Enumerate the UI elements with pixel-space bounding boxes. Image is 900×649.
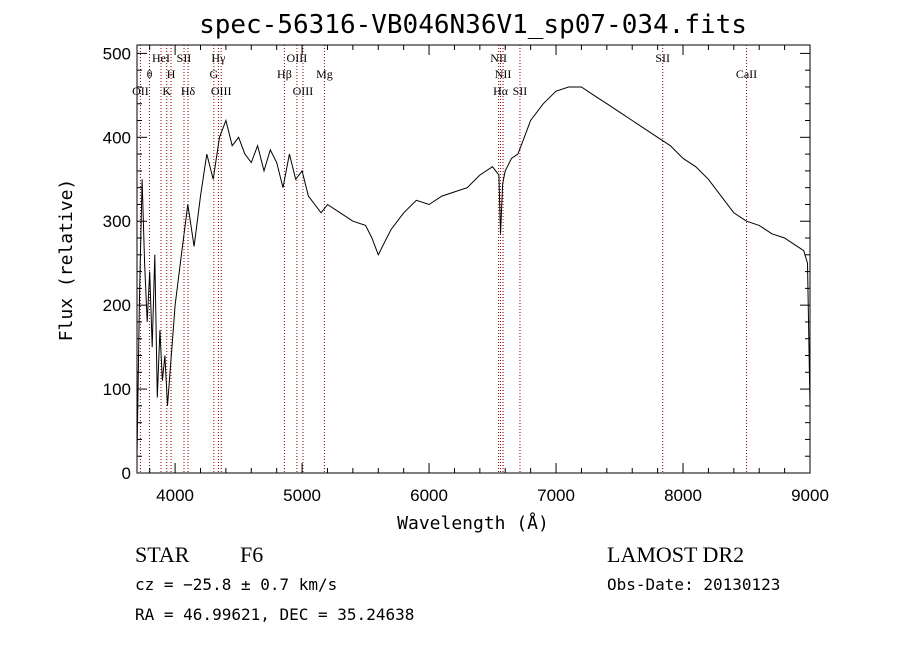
- y-tick-label: 100: [103, 380, 131, 399]
- y-tick-label: 400: [103, 128, 131, 147]
- y-tick-label: 300: [103, 212, 131, 231]
- line-marker-label: NII: [495, 67, 512, 81]
- object-subclass: F6: [240, 542, 263, 567]
- survey-name: LAMOST DR2: [607, 542, 744, 567]
- spectral-line-markers: [139, 45, 748, 473]
- line-marker-label: Hδ: [181, 84, 196, 98]
- redshift-text: cz = −25.8 ± 0.7 km/s: [135, 575, 337, 594]
- line-marker-label: OIII: [293, 84, 314, 98]
- line-marker-label: OIII: [287, 51, 308, 65]
- line-marker-label: CaII: [736, 67, 757, 81]
- line-marker-label: H: [167, 67, 176, 81]
- y-axis-label: Flux (relative): [56, 179, 77, 342]
- object-class: STAR: [135, 542, 190, 567]
- spectrum-line: [136, 86, 811, 457]
- x-tick-label: 5000: [283, 486, 321, 505]
- y-tick-label: 500: [103, 44, 131, 63]
- plot-frame: [136, 44, 811, 474]
- x-tick-label: 6000: [410, 486, 448, 505]
- x-tick-label: 9000: [791, 486, 829, 505]
- line-marker-label: K: [162, 84, 171, 98]
- line-marker-label: Mg: [316, 67, 333, 81]
- line-marker-label: θ: [147, 67, 153, 81]
- y-axis-ticks: 0 100 200 300 400 500: [103, 44, 810, 483]
- observation-date: Obs-Date: 20130123: [607, 575, 780, 594]
- coordinates-text: RA = 46.99621, DEC = 35.24638: [135, 605, 414, 624]
- line-marker-label: Hα: [493, 84, 509, 98]
- chart-title: spec-56316-VB046N36V1_sp07-034.fits: [199, 10, 747, 40]
- y-tick-label: 200: [103, 296, 131, 315]
- x-axis-ticks: 4000 5000 6000 7000 8000 9000: [149, 45, 829, 505]
- y-tick-label: 0: [122, 464, 131, 483]
- line-marker-label: Hγ: [211, 51, 226, 65]
- x-axis-label: Wavelength (Å): [397, 512, 549, 534]
- line-marker-label: NII: [490, 51, 507, 65]
- x-tick-label: 7000: [537, 486, 575, 505]
- x-tick-label: 8000: [664, 486, 702, 505]
- spectral-line-labels: OIIθHeIKHSIIHδGHγOIIIHβOIIIOIIIMgNIIHαNI…: [132, 51, 757, 98]
- line-marker-label: SII: [177, 51, 192, 65]
- line-marker-label: OII: [132, 84, 149, 98]
- line-marker-label: SII: [513, 84, 528, 98]
- x-tick-label: 4000: [156, 486, 194, 505]
- line-marker-label: G: [209, 67, 218, 81]
- line-marker-label: HeI: [152, 51, 170, 65]
- line-marker-label: Hβ: [277, 67, 292, 81]
- line-marker-label: OIII: [211, 84, 232, 98]
- line-marker-label: SII: [655, 51, 670, 65]
